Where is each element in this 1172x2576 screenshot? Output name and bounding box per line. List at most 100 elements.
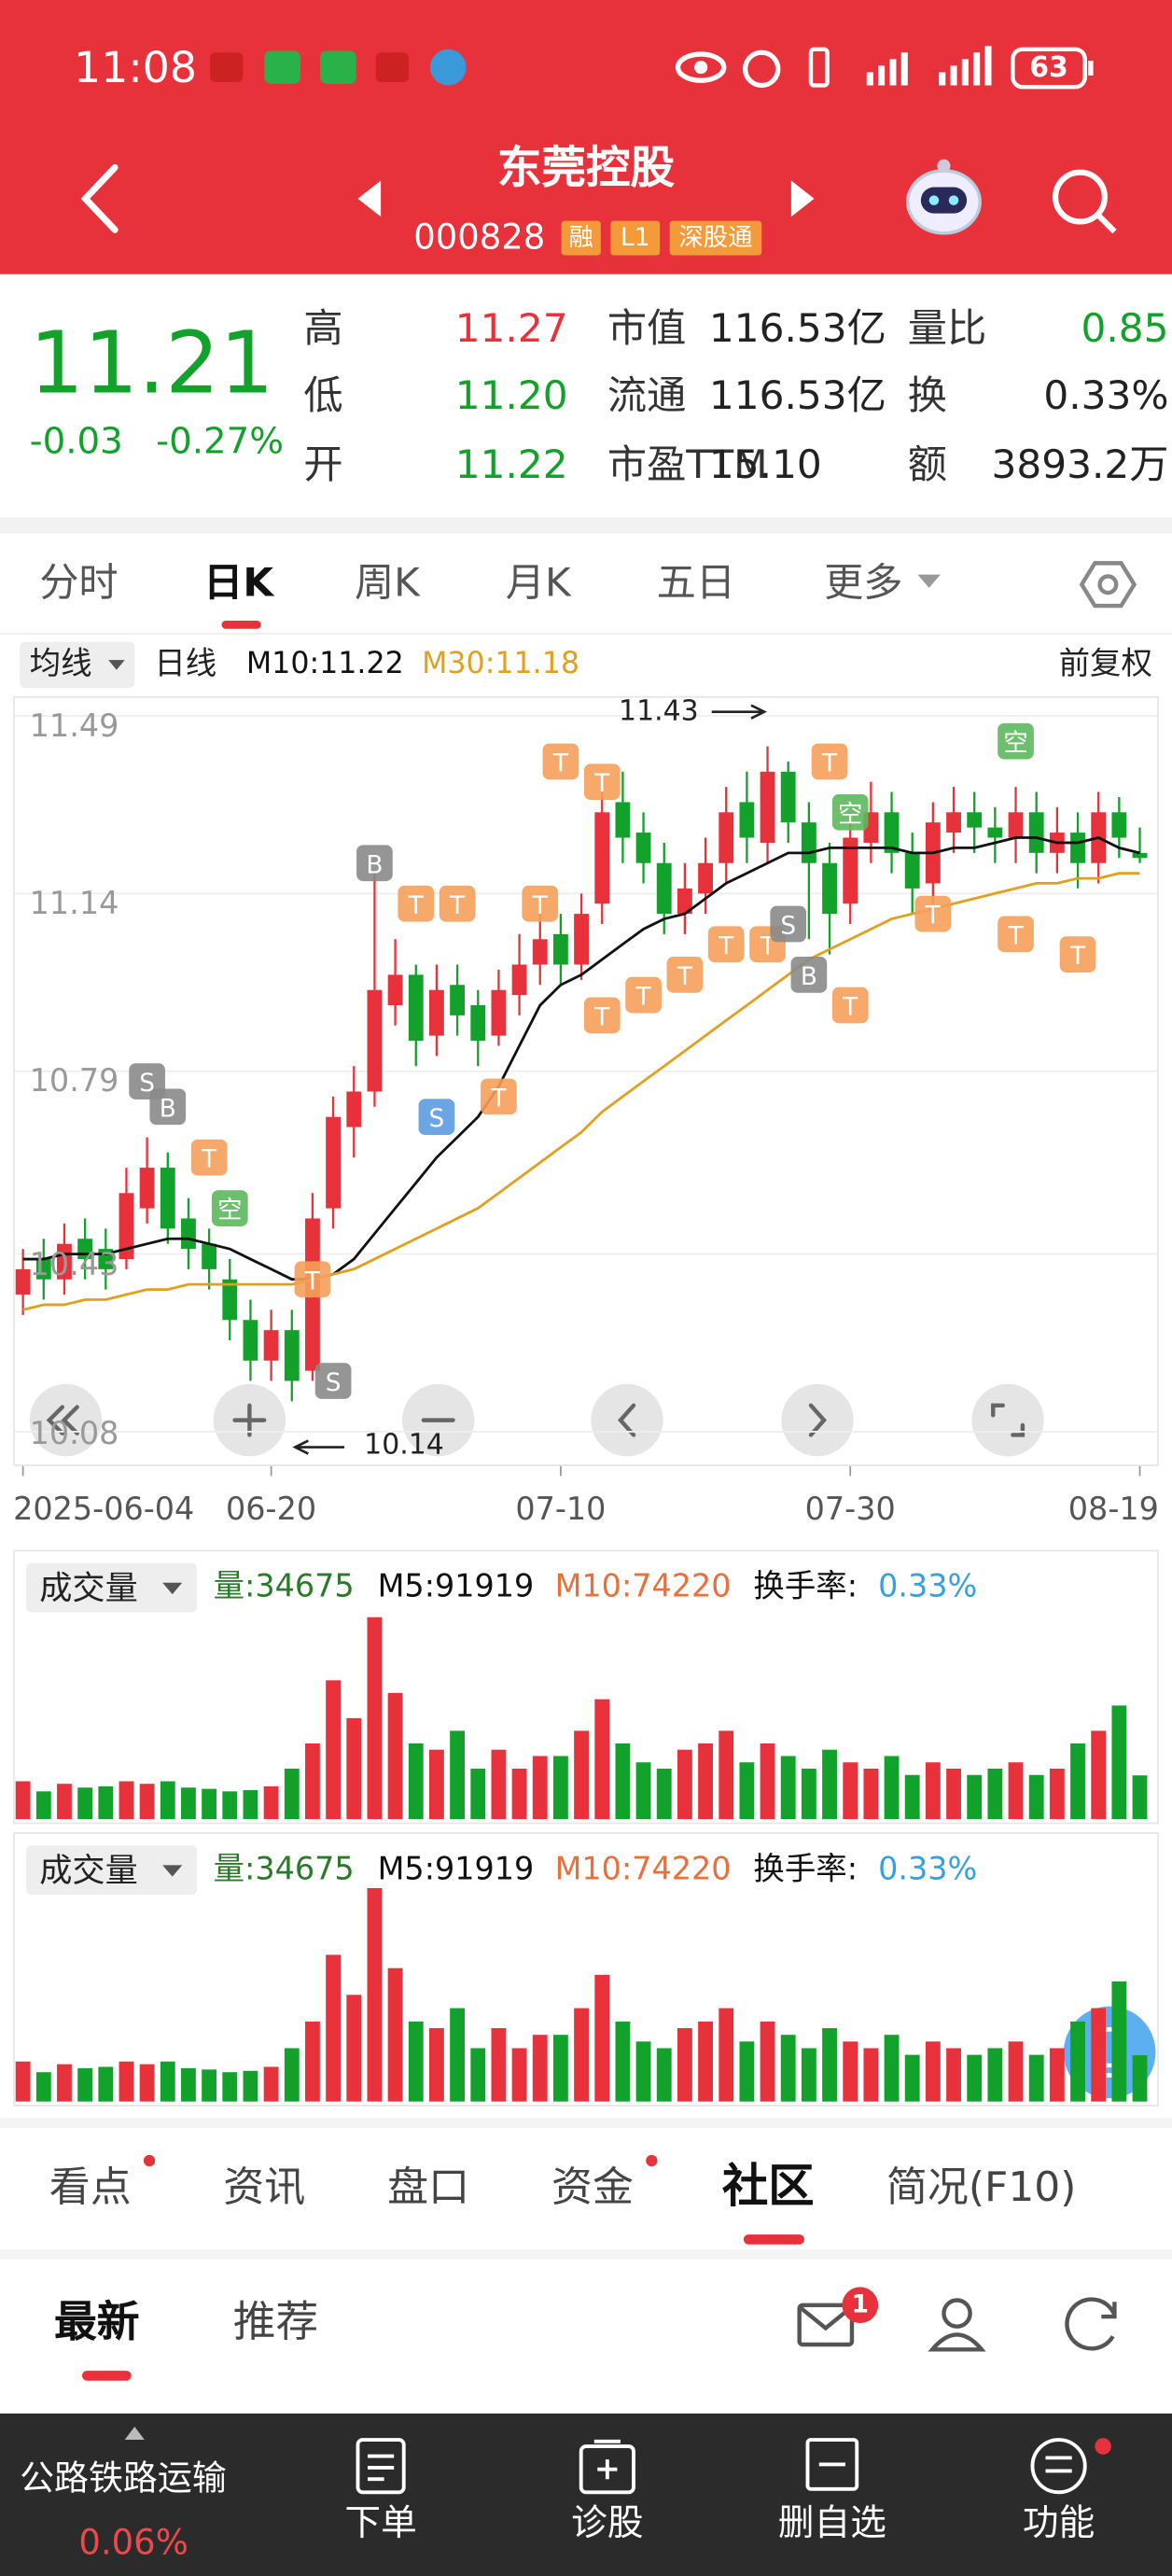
volume-selector-bg[interactable] <box>26 1562 198 1613</box>
candle-body <box>511 964 527 996</box>
status-icons <box>210 46 1094 90</box>
volume-bar <box>925 2041 941 2102</box>
mail-icon[interactable] <box>797 2303 855 2347</box>
chart-nav[interactable] <box>29 1383 1044 1457</box>
volume-value: 量:34675 <box>213 1568 355 1605</box>
candle-body <box>760 771 775 843</box>
trade-marker <box>707 926 745 963</box>
trade-marker <box>770 905 807 943</box>
profile-icon[interactable] <box>928 2298 986 2352</box>
volume-bar <box>822 1749 837 1820</box>
candle-body <box>470 1005 486 1042</box>
volume-bar <box>635 2041 651 2102</box>
candle-body <box>222 1279 238 1321</box>
expand-arrow[interactable] <box>124 2426 145 2441</box>
volume-bar <box>181 2067 196 2102</box>
info-tab[interactable]: 看点 <box>49 2163 132 2211</box>
volume-bar <box>387 1967 403 2102</box>
info-tab[interactable]: 社区 <box>722 2159 815 2214</box>
volume-bar <box>946 2048 961 2102</box>
bottom-icons[interactable] <box>356 2438 1087 2495</box>
refresh-icon[interactable] <box>1065 2297 1117 2351</box>
volume-bar <box>780 2035 796 2102</box>
volume-bar <box>35 1791 51 1820</box>
candle-body <box>367 989 383 1092</box>
volume-selector[interactable]: 成交量 <box>39 1567 138 1608</box>
trade-marker <box>294 1261 331 1298</box>
prev-stock[interactable] <box>357 180 382 217</box>
candle-body <box>326 1116 342 1209</box>
volume-bar <box>801 1768 816 1820</box>
feed-tab[interactable]: 最新 <box>54 2298 140 2348</box>
bottom-action[interactable]: 删自选 <box>777 2503 886 2545</box>
volume-bar <box>967 1774 983 1820</box>
info-tab[interactable]: 资金 <box>551 2163 635 2211</box>
trade-marker-label: T <box>490 1085 507 1113</box>
quote-value: 116.53亿 <box>708 372 886 419</box>
volume-bar <box>367 1887 383 2102</box>
volume-bar <box>801 2048 816 2102</box>
chart-tab[interactable]: 五日 <box>656 559 736 607</box>
trade-marker-label: T <box>201 1146 217 1174</box>
volume-bar <box>202 1788 217 1820</box>
candle-body <box>284 1330 300 1381</box>
info-tab[interactable]: 盘口 <box>387 2163 470 2211</box>
volume-bar <box>594 1699 610 1820</box>
volume-bar <box>181 1787 196 1820</box>
quote-label: 量比 <box>907 305 987 352</box>
trade-marker-label: T <box>593 1003 610 1031</box>
chart-tab[interactable]: 月K <box>505 559 571 607</box>
volume-bar <box>222 1791 238 1820</box>
info-tab[interactable]: 简况(F10) <box>886 2163 1077 2211</box>
annotation-arrow <box>292 1439 345 1455</box>
volume-bar <box>822 2028 837 2102</box>
quote-label: 市盈TTM <box>607 441 768 488</box>
sector-name[interactable]: 公路铁路运输 <box>20 2458 227 2499</box>
ma10-value: M10:11.22 <box>245 647 404 682</box>
volume-bar <box>77 2067 93 2102</box>
tab-underline <box>743 2234 804 2245</box>
trade-marker-label: T <box>635 984 652 1012</box>
adjust-mode[interactable]: 前复权 <box>1058 646 1152 682</box>
volume-bar <box>139 2064 155 2102</box>
assistant-icon[interactable] <box>906 159 982 235</box>
bottom-action[interactable]: 下单 <box>344 2503 417 2545</box>
volume-selector[interactable]: 成交量 <box>39 1850 138 1890</box>
dropdown-caret <box>917 574 941 588</box>
candle-body <box>57 1243 72 1280</box>
back-button[interactable] <box>80 163 119 233</box>
trade-marker-label: T <box>304 1267 321 1295</box>
settings-icon[interactable] <box>1079 561 1137 609</box>
ma-selector[interactable]: 均线 <box>29 646 92 682</box>
candle-body <box>491 989 507 1036</box>
quote-label: 低 <box>303 372 343 419</box>
trade-marker-label: S <box>139 1070 155 1098</box>
feed-tab[interactable]: 推荐 <box>232 2298 319 2348</box>
volume-selector-bg[interactable] <box>26 1845 198 1896</box>
volume-bar <box>346 1717 362 1820</box>
notice-dot <box>1095 2438 1111 2455</box>
trade-marker <box>542 743 579 780</box>
next-stock[interactable] <box>790 180 815 217</box>
chart-tab[interactable]: 分时 <box>39 559 119 607</box>
chart-tab[interactable]: 更多 <box>824 559 903 607</box>
ma-selector-bg[interactable] <box>20 641 135 689</box>
chart-tab[interactable]: 周K <box>354 559 420 607</box>
volume-bar <box>719 2008 734 2102</box>
search-icon[interactable] <box>1053 169 1117 234</box>
volume-bar <box>843 1762 858 1820</box>
quote-label: 额 <box>907 441 948 488</box>
chart-tab[interactable]: 日K <box>203 559 274 607</box>
volume-bar <box>35 2072 51 2102</box>
bottom-bar-bg <box>0 2413 1172 2576</box>
bottom-action[interactable]: 功能 <box>1022 2503 1095 2545</box>
volume-bar <box>1049 1768 1065 1820</box>
turnover-value: 0.33% <box>878 1851 978 1888</box>
bottom-action[interactable]: 诊股 <box>571 2503 644 2545</box>
volume-bar <box>284 2048 300 2102</box>
candle-body <box>346 1091 362 1127</box>
candle-body <box>429 989 444 1036</box>
quote-value: 0.85 <box>1081 305 1169 352</box>
info-tab[interactable]: 资讯 <box>223 2163 306 2211</box>
trade-marker <box>314 1363 352 1399</box>
